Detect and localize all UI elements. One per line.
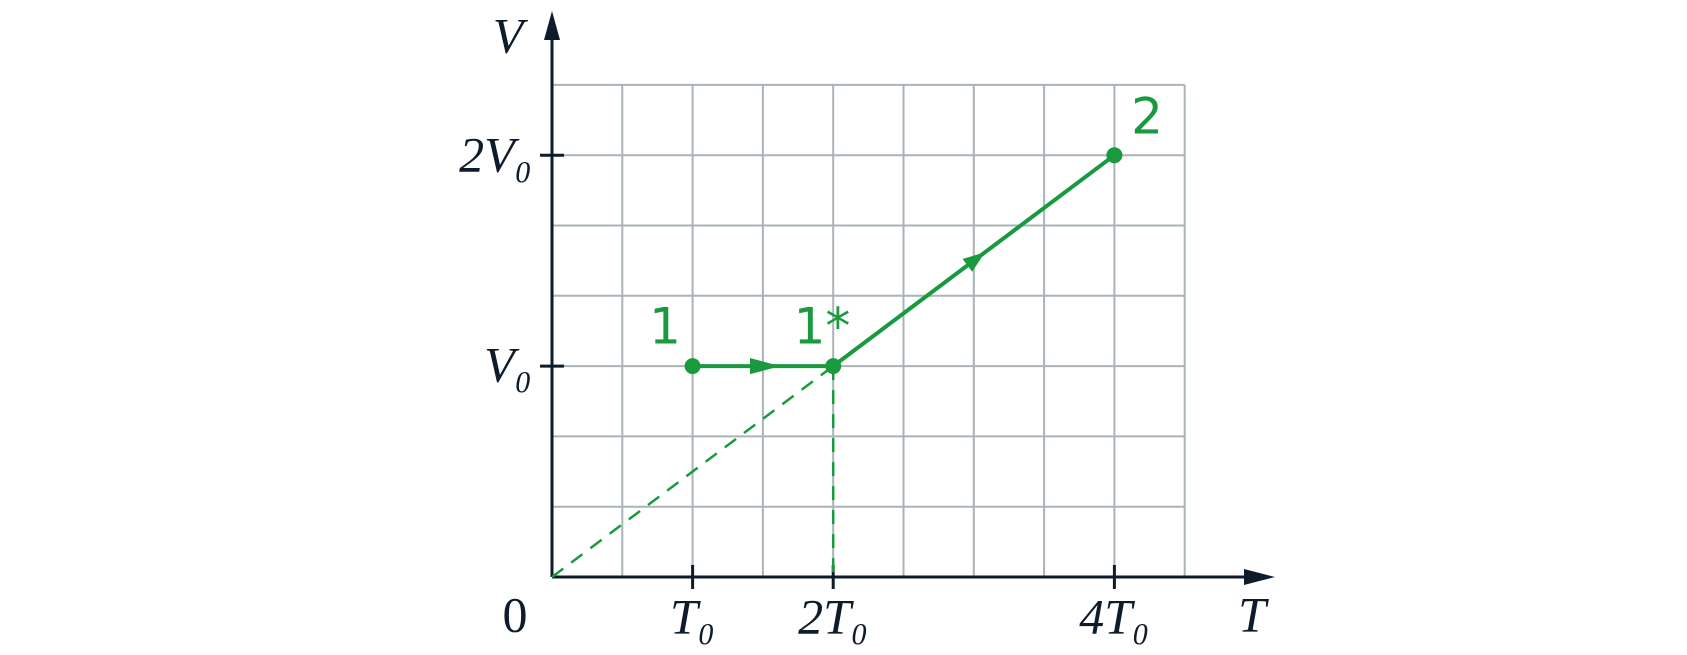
point-label: 1 [649, 298, 681, 356]
x-tick-label: 2T₀ [798, 588, 868, 644]
y-tick-label: V₀ [484, 336, 532, 392]
point-label: 2 [1131, 88, 1163, 146]
axes [540, 11, 1275, 589]
grid [552, 83, 1186, 577]
x-tick-label: T₀ [670, 588, 715, 644]
process [551, 147, 1123, 579]
x-axis-label: T [1238, 586, 1269, 642]
point-label: 1* [794, 298, 851, 356]
y-axis-label: V [493, 7, 529, 63]
x-tick-label: 4T₀ [1079, 588, 1149, 644]
origin-label: 0 [503, 586, 528, 642]
y-tick-label: 2V₀ [459, 126, 532, 182]
